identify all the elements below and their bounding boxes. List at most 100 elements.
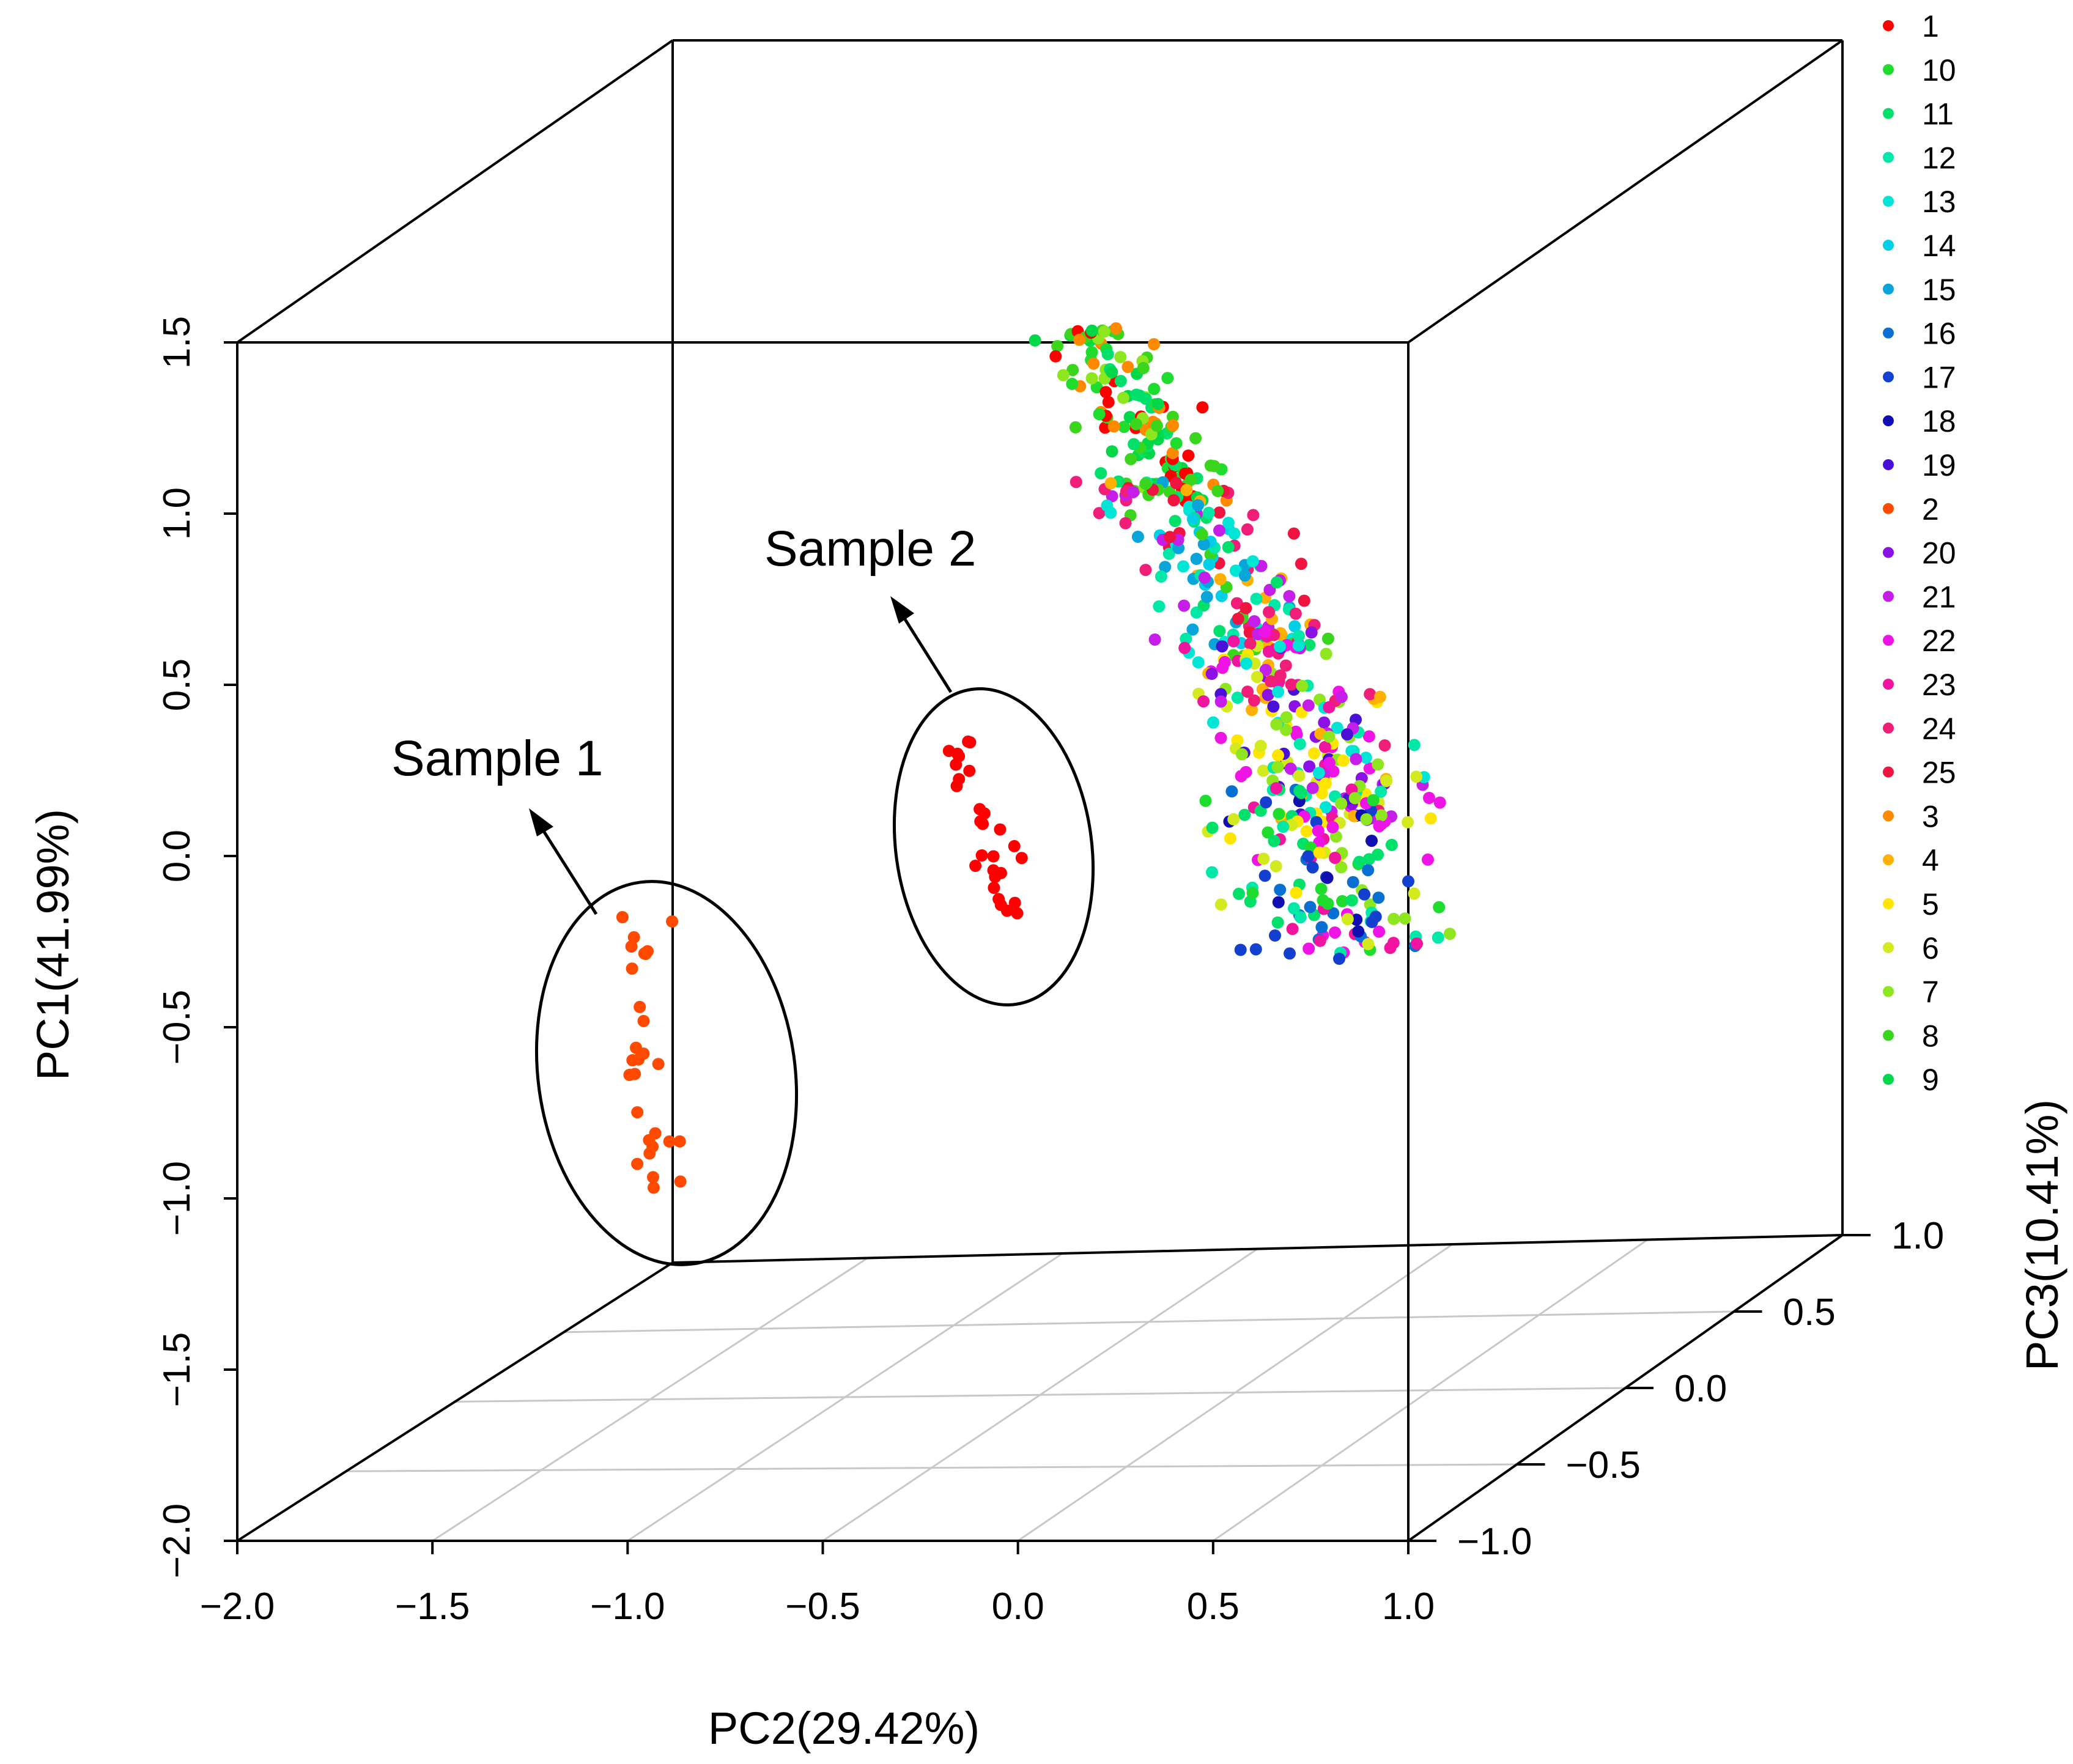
- data-point: [1170, 437, 1183, 449]
- data-point: [1008, 896, 1021, 909]
- data-point: [1315, 882, 1328, 895]
- data-point: [1314, 934, 1326, 947]
- data-point: [1318, 716, 1331, 729]
- legend-label: 14: [1922, 229, 1956, 263]
- x-tick-label: −1.5: [395, 1585, 470, 1628]
- data-point: [1410, 770, 1423, 783]
- data-point: [638, 947, 651, 960]
- data-point: [1387, 937, 1400, 950]
- y-axis-title: PC1(41.99%): [28, 809, 78, 1080]
- sample-1-arrowhead: [529, 808, 553, 836]
- data-point: [1359, 751, 1372, 764]
- data-point: [1254, 739, 1267, 752]
- data-point: [1258, 626, 1271, 638]
- data-point: [988, 882, 1000, 894]
- data-point: [1373, 925, 1386, 938]
- data-point: [1350, 913, 1363, 926]
- legend-swatch: [1883, 196, 1894, 207]
- data-point: [1231, 692, 1244, 704]
- data-point: [1213, 625, 1226, 638]
- data-point: [1213, 524, 1225, 537]
- data-point: [1203, 558, 1216, 570]
- data-point: [1184, 473, 1197, 486]
- data-point: [1280, 723, 1293, 736]
- y-tick-label: 1.0: [156, 487, 198, 540]
- box-depth-bottom-left: [236, 1261, 674, 1542]
- data-point: [1240, 657, 1253, 670]
- data-point: [1292, 639, 1305, 652]
- data-point: [1227, 813, 1240, 825]
- data-point: [1267, 700, 1280, 713]
- data-point: [1348, 792, 1361, 805]
- floor-grid-line: [563, 1310, 1734, 1334]
- data-point: [1257, 852, 1270, 865]
- data-point: [1204, 459, 1217, 472]
- data-point: [1352, 925, 1365, 938]
- data-point: [1321, 632, 1334, 645]
- data-point: [1367, 794, 1380, 806]
- data-point: [1380, 775, 1393, 788]
- legend-swatch: [1883, 635, 1894, 646]
- data-point: [1250, 592, 1263, 605]
- legend-label: 15: [1922, 273, 1956, 307]
- data-point: [1272, 685, 1285, 698]
- data-point: [1189, 432, 1202, 445]
- data-point: [1066, 377, 1079, 390]
- legend-label: 19: [1922, 448, 1956, 482]
- data-point: [1104, 506, 1117, 519]
- data-point: [1385, 838, 1398, 851]
- data-point: [663, 1135, 676, 1148]
- data-point: [1423, 792, 1435, 804]
- x-tick-label: 1.0: [1382, 1585, 1435, 1628]
- legend-label: 8: [1922, 1019, 1939, 1053]
- data-point: [1329, 830, 1342, 843]
- data-point: [1362, 938, 1375, 950]
- data-point: [1312, 767, 1325, 780]
- y-tick-label: −2.0: [156, 1504, 198, 1578]
- data-point: [1320, 648, 1332, 660]
- legend-swatch: [1883, 240, 1894, 251]
- data-point: [1262, 826, 1274, 839]
- data-point: [1296, 679, 1309, 692]
- data-point: [1186, 623, 1199, 636]
- data-point: [1119, 517, 1132, 530]
- data-point: [951, 747, 964, 760]
- data-point: [1192, 499, 1205, 512]
- box-depth-top-right: [1407, 39, 1844, 344]
- legend-label: 12: [1922, 141, 1956, 175]
- data-point: [1287, 902, 1300, 915]
- data-point: [1284, 947, 1296, 960]
- x-tick-label: −1.0: [590, 1585, 665, 1628]
- legend-label: 3: [1922, 799, 1939, 833]
- data-point: [1329, 852, 1342, 864]
- data-point: [1202, 506, 1215, 519]
- data-point: [1269, 929, 1281, 942]
- data-point: [1388, 912, 1400, 925]
- data-point: [1303, 760, 1316, 773]
- data-point: [1295, 558, 1307, 570]
- data-point: [1117, 391, 1129, 404]
- data-point: [963, 764, 976, 777]
- data-point: [1197, 538, 1210, 551]
- data-point: [1057, 369, 1070, 382]
- data-point: [1306, 781, 1319, 794]
- data-point: [1248, 615, 1261, 628]
- data-point: [1196, 401, 1209, 414]
- data-point: [1206, 821, 1219, 834]
- data-point: [1341, 913, 1354, 926]
- sample-1-label: Sample 1: [391, 731, 603, 786]
- legend-swatch: [1883, 679, 1894, 690]
- legend-swatch: [1883, 415, 1894, 427]
- data-point: [630, 1041, 642, 1054]
- z-tick-label: 0.0: [1674, 1368, 1727, 1410]
- legend-swatch: [1883, 766, 1894, 778]
- data-point: [1233, 887, 1245, 900]
- data-point: [1167, 494, 1180, 507]
- data-point: [1329, 926, 1341, 939]
- data-point: [1102, 396, 1115, 408]
- data-point: [1177, 560, 1189, 573]
- data-point: [1408, 739, 1421, 751]
- data-point: [1290, 725, 1303, 738]
- data-point: [1070, 476, 1082, 489]
- data-point: [1283, 590, 1296, 602]
